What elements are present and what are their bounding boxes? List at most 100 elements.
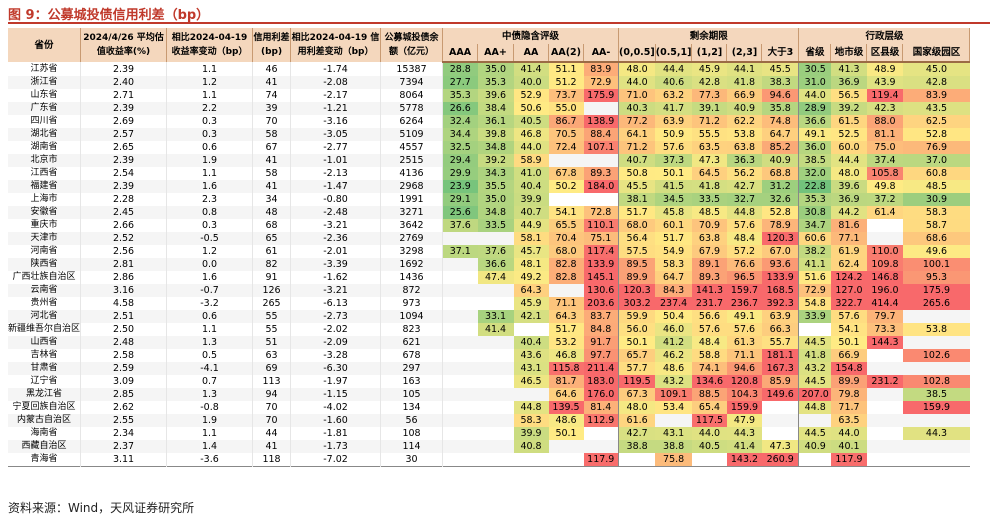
spread-cell: 88.5	[691, 388, 727, 401]
value-cell: 46	[252, 62, 292, 76]
province-cell: 甘肃省	[8, 362, 82, 375]
spread-cell: 64.7	[655, 271, 692, 284]
spread-cell: 42.7	[618, 427, 656, 440]
spread-cell: 51.6	[798, 271, 831, 284]
spread-cell: 81.6	[830, 219, 867, 232]
spread-cell: 56.5	[830, 89, 867, 102]
province-cell: 广东省	[8, 102, 82, 115]
value-cell: 2.2	[166, 102, 254, 115]
spread-cell: 57.6	[726, 219, 762, 232]
spread-cell: 43.1	[513, 362, 549, 375]
table-row: 宁夏回族自治区 2.62 -0.8 70 -4.02 134 44.8 139.5 81.4 48…	[8, 401, 970, 414]
spread-cell: 44.4	[655, 62, 692, 76]
value-cell: 74	[252, 89, 292, 102]
spread-cell: 117.4	[583, 245, 619, 258]
spread-cell: 62.4	[830, 258, 867, 271]
spread-cell: 36.3	[726, 154, 762, 167]
spread-cell: 57.6	[691, 323, 727, 336]
spread-cell: 63.8	[691, 232, 727, 245]
spread-cell: 48.0	[830, 167, 867, 180]
value-cell: 108	[380, 427, 444, 440]
spread-cell: 85.2	[761, 141, 799, 154]
table-row: 上海市 2.28 2.3 34 -0.80 1991 29.1 35.0 39.9 38.1 34.…	[8, 193, 970, 206]
province-cell: 安徽省	[8, 206, 82, 219]
province-cell: 新疆维吾尔自治区	[8, 323, 82, 336]
province-cell: 北京市	[8, 154, 82, 167]
spread-cell: 64.6	[548, 388, 584, 401]
value-cell: 3.16	[80, 284, 168, 297]
spread-cell: 29.4	[442, 154, 478, 167]
spread-cell: 57.6	[655, 141, 692, 154]
spread-cell: 61.5	[830, 115, 867, 128]
spread-cell: 43.2	[655, 375, 692, 388]
province-cell: 云南省	[8, 284, 82, 297]
spread-cell: 57.6	[726, 323, 762, 336]
spread-cell: 41.7	[655, 102, 692, 115]
value-cell: 41	[252, 180, 292, 193]
spread-cell: 109.8	[866, 258, 903, 271]
table-row: 新疆维吾尔自治区 2.50 1.1 55 -2.02 823 41.4 51.7 84.8 56.…	[8, 323, 970, 336]
spread-cell: 104.3	[726, 388, 762, 401]
spread-cell: 44.0	[691, 427, 727, 440]
value-cell: 265	[252, 297, 292, 310]
value-cell: 2.45	[80, 206, 168, 219]
spread-cell: 34.4	[442, 128, 478, 141]
spread-cell: 71.0	[618, 89, 656, 102]
value-cell: 63	[252, 349, 292, 362]
header-province: 省份	[8, 28, 82, 62]
spread-cell: 73.3	[866, 323, 903, 336]
spread-cell: 44.5	[798, 427, 831, 440]
table-row: 湖南省 2.65 0.6 67 -2.77 4557 32.5 34.8 44.0 72.4 107…	[8, 141, 970, 154]
spread-cell: 196.0	[866, 284, 903, 297]
value-cell: -0.80	[290, 193, 382, 206]
spread-cell: 79.8	[830, 388, 867, 401]
spread-cell: 51.7	[655, 232, 692, 245]
value-cell: 2.85	[80, 388, 168, 401]
spread-cell: 120.3	[618, 284, 656, 297]
spread-cell: 89.3	[691, 271, 727, 284]
spread-cell: 57.5	[618, 245, 656, 258]
value-cell: -2.08	[290, 76, 382, 89]
value-cell: -2.02	[290, 323, 382, 336]
value-cell: 1436	[380, 271, 444, 284]
spread-cell	[692, 453, 727, 467]
spread-cell	[549, 453, 584, 467]
spread-cell: 143.2	[726, 453, 762, 467]
spread-cell: 94.6	[726, 362, 762, 375]
value-cell: -2.48	[290, 206, 382, 219]
spread-cell	[478, 336, 514, 349]
spread-cell	[478, 427, 514, 440]
spread-cell: 64.7	[761, 128, 799, 141]
value-cell: 1.1	[166, 167, 254, 180]
spread-cell: 119.5	[618, 375, 656, 388]
value-cell: -2.17	[290, 89, 382, 102]
spread-cell: 40.9	[761, 154, 799, 167]
value-cell: -2.36	[290, 232, 382, 245]
spread-cell: 31.0	[798, 76, 831, 89]
subheader-cell: AA+	[477, 44, 515, 63]
spread-cell: 40.5	[691, 440, 727, 453]
spread-cell: 72.9	[583, 76, 619, 89]
spread-cell: 36.0	[798, 141, 831, 154]
spread-cell	[903, 362, 970, 375]
value-cell: -4.02	[290, 401, 382, 414]
province-cell: 陕西省	[8, 258, 82, 271]
spread-cell: 23.9	[442, 180, 478, 193]
value-cell: 41	[252, 440, 292, 453]
spread-cell: 44.3	[726, 427, 762, 440]
province-cell: 吉林省	[8, 349, 82, 362]
value-cell: 61	[252, 245, 292, 258]
spread-cell: 32.5	[442, 141, 478, 154]
spread-cell: 41.4	[726, 440, 762, 453]
spread-cell: 184.0	[583, 180, 619, 193]
spread-cell: 109.1	[655, 388, 692, 401]
spread-cell: 35.3	[477, 76, 514, 89]
table-row: 西藏自治区 2.37 1.4 41 -1.73 114 40.8 38.8 38.8 40.5 41…	[8, 440, 970, 453]
value-cell: 3642	[380, 219, 444, 232]
spread-cell: 54.8	[798, 297, 831, 310]
spread-cell: 58.9	[513, 154, 549, 167]
spread-cell	[798, 323, 831, 336]
spread-cell: 42.3	[866, 102, 903, 115]
spread-cell	[798, 453, 831, 467]
spread-cell: 40.9	[798, 440, 831, 453]
